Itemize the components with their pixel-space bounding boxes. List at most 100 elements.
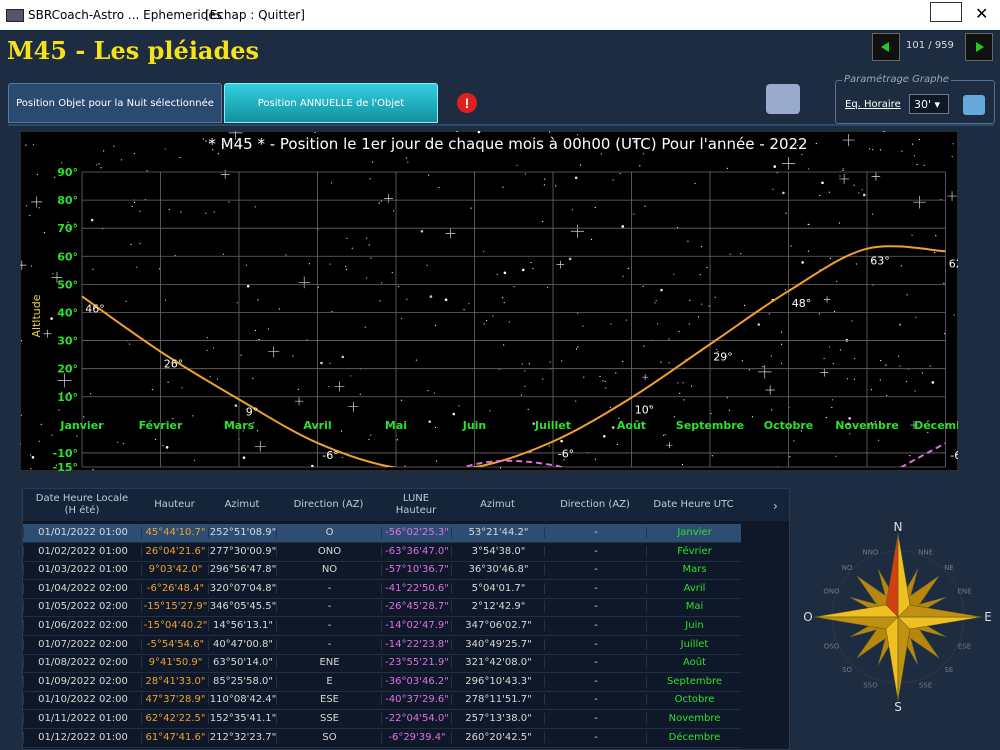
star (499, 467, 502, 469)
star (228, 131, 243, 140)
star (582, 325, 584, 327)
table-cell: -41°22'50.6" (381, 582, 452, 594)
star (206, 349, 208, 351)
star (503, 271, 507, 275)
star (899, 323, 901, 325)
star (92, 469, 94, 471)
table-cell: - (544, 564, 647, 576)
table-cell: 347°06'02.7" (451, 620, 545, 631)
star (842, 134, 855, 147)
next-button[interactable] (965, 33, 993, 61)
star (801, 261, 804, 264)
star (842, 169, 844, 172)
star (913, 155, 916, 157)
altitude-line (81, 245, 946, 467)
star (32, 320, 35, 322)
table-cell: Août (646, 657, 742, 669)
table-header (23, 489, 789, 521)
star (420, 229, 424, 233)
alert-icon[interactable]: ! (457, 93, 477, 113)
table-cell: Septembre (646, 675, 742, 687)
star (20, 340, 23, 342)
star (807, 168, 810, 170)
star (609, 406, 612, 408)
table-cell: -5°54'54.6" (141, 638, 209, 650)
star (825, 416, 827, 419)
table-cell: - (544, 545, 647, 557)
table-cell: - (544, 731, 647, 743)
clock-button[interactable] (963, 95, 985, 115)
star (853, 184, 855, 186)
star (758, 365, 772, 379)
star (773, 165, 777, 168)
star (54, 176, 56, 178)
star (872, 149, 874, 151)
star (542, 378, 544, 380)
star (55, 464, 57, 466)
y-tick-label: 20° (57, 363, 78, 376)
data-label: 46° (85, 302, 105, 315)
star (426, 264, 428, 266)
star (254, 329, 257, 332)
star (710, 412, 712, 415)
star (906, 294, 908, 296)
star (868, 148, 870, 150)
star (590, 238, 593, 240)
star (463, 309, 465, 311)
star (146, 170, 148, 172)
star (560, 439, 563, 443)
star (660, 361, 662, 363)
star (371, 161, 374, 163)
table-cell: - (544, 527, 647, 538)
star (776, 172, 778, 174)
star (167, 381, 169, 383)
star (931, 381, 935, 384)
tab-night[interactable]: Position Objet pour la Nuit sélectionnée (8, 83, 222, 123)
star (880, 359, 882, 362)
star (133, 152, 135, 155)
table-cell: 14°56'13.1" (208, 620, 277, 631)
star (502, 297, 504, 299)
table-cell: -6°29'39.4" (381, 731, 452, 743)
star (242, 430, 244, 432)
close-button[interactable]: ✕ (975, 4, 989, 23)
interval-select[interactable]: 30' ▾ (909, 94, 949, 114)
star (278, 308, 280, 310)
star (396, 439, 398, 441)
star (642, 374, 649, 381)
photo-button[interactable] (766, 84, 800, 114)
star (910, 421, 918, 429)
table-cell: -57°10'36.7" (381, 564, 452, 576)
table-cell: 212°32'23.7" (208, 731, 277, 743)
restore-button[interactable] (930, 2, 962, 22)
star (728, 409, 731, 411)
star (341, 355, 345, 359)
table-cell: 320°07'04.8" (208, 582, 277, 594)
star (520, 394, 523, 396)
star (234, 404, 238, 407)
prev-button[interactable] (872, 33, 900, 61)
star (853, 378, 856, 380)
star (785, 212, 787, 214)
star (38, 440, 40, 442)
star (444, 298, 448, 302)
star (477, 131, 481, 134)
star (780, 331, 783, 333)
table-cell: 01/01/2022 01:00 (23, 527, 142, 538)
tab-annual[interactable]: Position ANNUELLE de l'Objet (224, 83, 438, 123)
star (899, 365, 901, 367)
star (486, 319, 488, 322)
star (483, 251, 485, 253)
star (780, 362, 783, 364)
star (445, 228, 456, 239)
star (164, 299, 167, 301)
star (26, 205, 28, 207)
star (683, 399, 685, 401)
star (548, 445, 550, 447)
star (438, 186, 440, 189)
star (254, 206, 256, 208)
star (400, 317, 403, 319)
star (649, 405, 651, 407)
chart-background (20, 131, 958, 471)
